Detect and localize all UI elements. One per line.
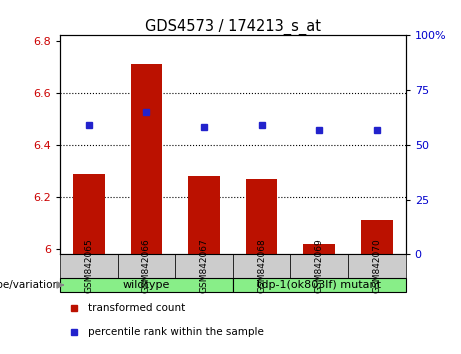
Text: tdp-1(ok803lf) mutant: tdp-1(ok803lf) mutant <box>257 280 381 290</box>
Bar <box>303 244 335 255</box>
Bar <box>175 255 233 278</box>
Text: wildtype: wildtype <box>123 280 170 290</box>
Text: GSM842070: GSM842070 <box>372 239 381 293</box>
Bar <box>361 221 393 255</box>
Bar <box>233 255 290 278</box>
Bar <box>73 173 105 255</box>
Bar <box>60 278 233 292</box>
Bar <box>233 278 406 292</box>
Bar <box>348 255 406 278</box>
Text: GSM842067: GSM842067 <box>200 239 208 293</box>
Text: GSM842068: GSM842068 <box>257 239 266 293</box>
Text: transformed count: transformed count <box>88 303 185 313</box>
Bar <box>118 255 175 278</box>
Text: genotype/variation: genotype/variation <box>0 280 60 290</box>
Bar <box>188 176 220 255</box>
Bar <box>130 64 162 255</box>
Text: percentile rank within the sample: percentile rank within the sample <box>88 327 264 337</box>
Text: GSM842069: GSM842069 <box>315 239 324 293</box>
Bar <box>60 255 118 278</box>
Title: GDS4573 / 174213_s_at: GDS4573 / 174213_s_at <box>145 19 321 35</box>
Bar <box>246 179 278 255</box>
Text: GSM842066: GSM842066 <box>142 239 151 293</box>
Text: GSM842065: GSM842065 <box>84 239 93 293</box>
Bar <box>290 255 348 278</box>
